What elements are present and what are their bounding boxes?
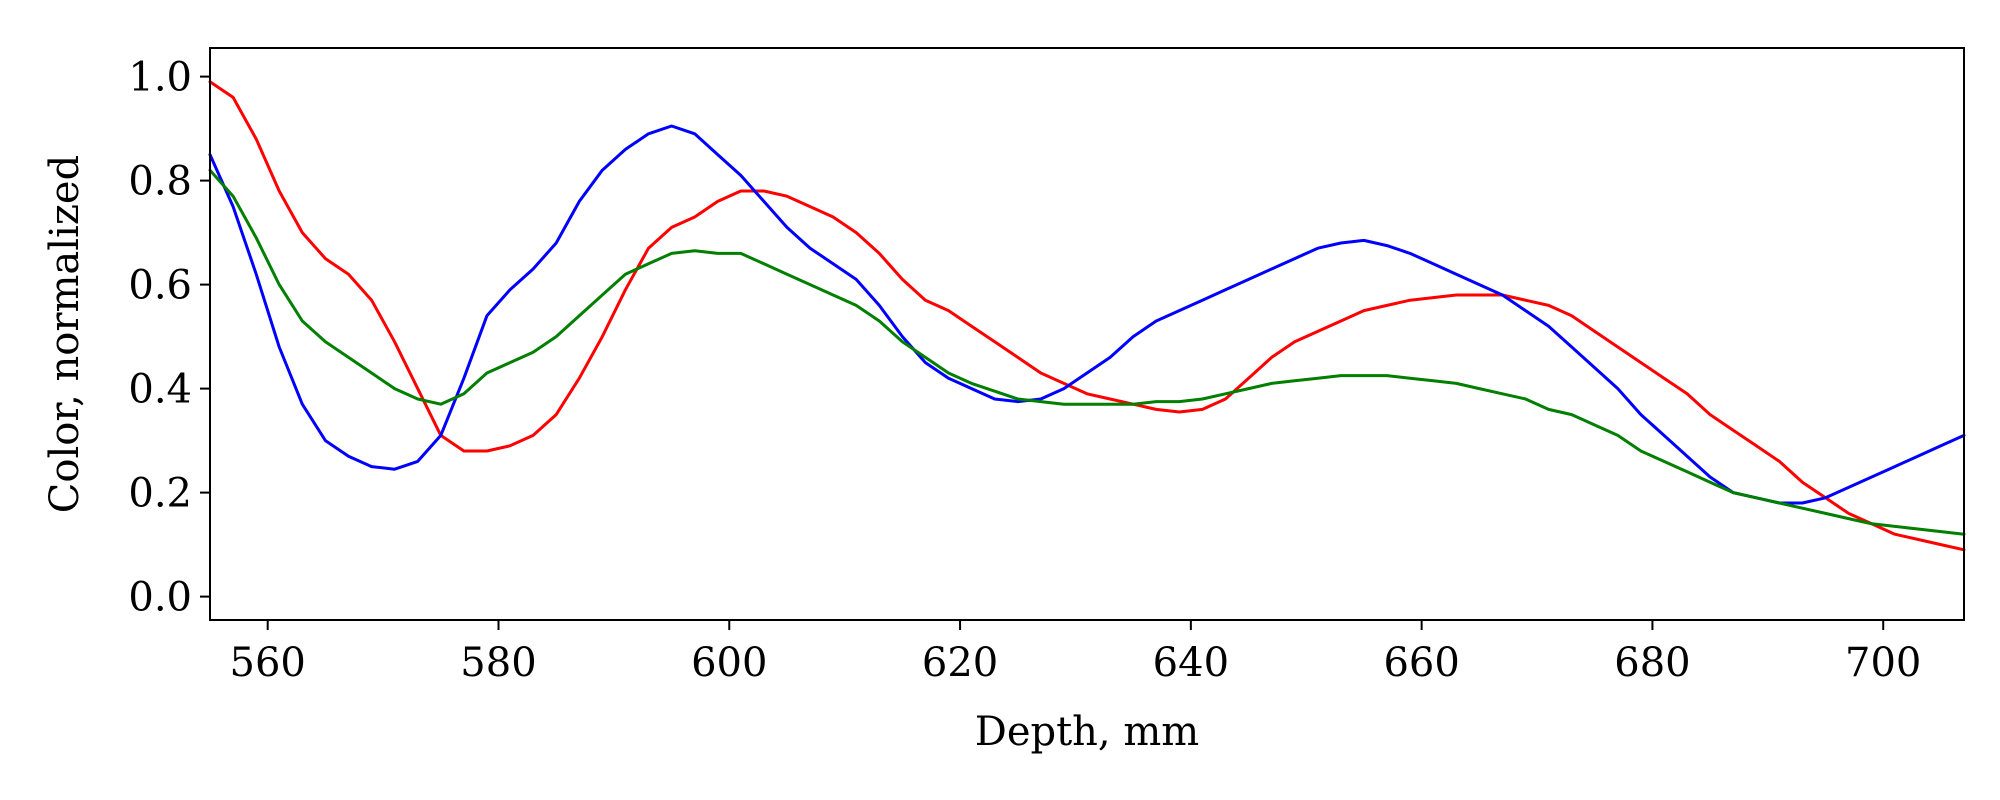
x-axis: 560 580 600 620 640 660 680 700 — [230, 620, 1921, 686]
series-line-1 — [208, 80, 1966, 552]
y-tick-label: 0.2 — [128, 471, 192, 517]
plot-frame — [209, 47, 1965, 621]
x-tick-label: 640 — [1153, 640, 1229, 686]
y-tick-label: 0.4 — [128, 367, 192, 413]
series-line-3 — [208, 168, 1966, 536]
x-axis-label: Depth, mm — [975, 709, 1199, 755]
x-tick-label: 560 — [230, 640, 306, 686]
y-axis: 0.0 0.2 0.4 0.6 0.8 1.0 — [128, 55, 210, 621]
series-line-2 — [208, 124, 1966, 505]
y-axis-label: Color, normalized — [42, 155, 88, 513]
x-tick-label: 580 — [460, 640, 536, 686]
x-tick-label: 600 — [691, 640, 767, 686]
x-tick-label: 680 — [1614, 640, 1690, 686]
y-tick-label: 0.6 — [128, 263, 192, 309]
x-tick-label: 660 — [1383, 640, 1459, 686]
y-tick-label: 0.8 — [128, 159, 192, 205]
x-tick-label: 700 — [1845, 640, 1921, 686]
y-tick-label: 1.0 — [128, 55, 192, 101]
y-tick-label: 0.0 — [128, 575, 192, 621]
series-layer — [208, 80, 1966, 552]
x-tick-label: 620 — [922, 640, 998, 686]
